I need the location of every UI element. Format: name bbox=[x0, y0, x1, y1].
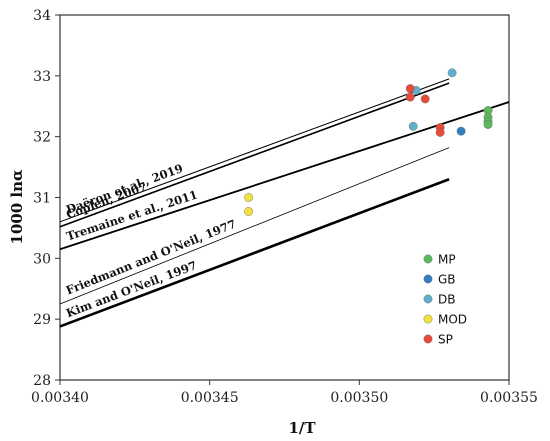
y-tick-label: 31 bbox=[33, 191, 51, 207]
legend-label-db: DB bbox=[438, 293, 455, 307]
point-mod bbox=[244, 193, 253, 202]
legend-label-mp: MP bbox=[438, 253, 456, 267]
x-axis-title: 1/T bbox=[288, 419, 316, 437]
legend-label-mod: MOD bbox=[438, 313, 467, 327]
x-tick-label: 0.00350 bbox=[330, 390, 388, 406]
fit-line-tremaine-et-al-2011 bbox=[59, 101, 510, 251]
fit-line-kim-and-o-neil-1997 bbox=[59, 178, 450, 328]
legend-marker-mp bbox=[423, 254, 433, 264]
legend: MP GB DB MOD SP bbox=[423, 253, 467, 347]
point-db bbox=[408, 121, 418, 131]
legend-marker-mod bbox=[423, 314, 433, 324]
legend-label-sp: SP bbox=[438, 333, 453, 347]
point-sp bbox=[405, 92, 415, 102]
point-sp bbox=[405, 84, 415, 94]
point-sp bbox=[435, 128, 445, 137]
legend-marker-db bbox=[423, 294, 433, 304]
x-tick-label: 0.00340 bbox=[31, 390, 89, 406]
point-mp bbox=[483, 120, 493, 129]
y-tick-label: 34 bbox=[33, 8, 51, 24]
fit-line-da-ron-et-al-2019 bbox=[59, 78, 450, 223]
y-tick-label: 28 bbox=[33, 373, 51, 389]
x-tick-label: 0.00345 bbox=[181, 390, 239, 406]
fit-lines bbox=[59, 78, 510, 328]
y-tick-label: 29 bbox=[33, 312, 51, 328]
y-axis-title: 1000 lnα bbox=[8, 169, 26, 245]
legend-label-gb: GB bbox=[438, 273, 456, 287]
y-tick-label: 30 bbox=[33, 251, 51, 267]
point-mod bbox=[244, 207, 253, 216]
point-sp bbox=[420, 94, 430, 104]
point-gb bbox=[456, 126, 466, 136]
data-points bbox=[244, 68, 493, 216]
point-db bbox=[447, 68, 457, 78]
fit-line-coplen-2007 bbox=[59, 82, 450, 228]
x-tick-label: 0.00355 bbox=[480, 390, 538, 406]
axis-ticks: 0.00340 0.00345 0.00350 0.00355 28 29 30 31 32 33… bbox=[31, 8, 538, 406]
y-tick-label: 32 bbox=[33, 130, 51, 146]
legend-marker-gb bbox=[423, 274, 433, 284]
y-tick-label: 33 bbox=[33, 69, 51, 85]
fit-line-friedmann-and-o-neil-1977 bbox=[59, 147, 450, 305]
legend-marker-sp bbox=[423, 334, 433, 344]
